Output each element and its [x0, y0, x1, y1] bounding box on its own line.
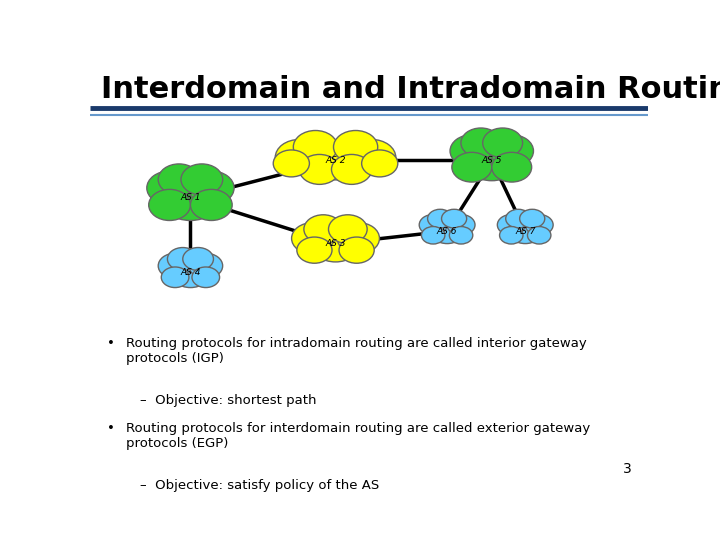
Text: –  Objective: satisfy policy of the AS: – Objective: satisfy policy of the AS — [140, 478, 379, 491]
Text: AS 2: AS 2 — [325, 156, 346, 165]
Text: AS 6: AS 6 — [437, 227, 457, 235]
Text: •: • — [107, 337, 114, 350]
Circle shape — [482, 128, 523, 158]
Circle shape — [450, 135, 494, 167]
Circle shape — [161, 267, 189, 288]
Circle shape — [171, 258, 210, 288]
Circle shape — [492, 152, 531, 182]
Circle shape — [526, 214, 553, 235]
Circle shape — [149, 190, 191, 220]
Circle shape — [310, 141, 361, 180]
Circle shape — [361, 150, 397, 177]
Circle shape — [337, 222, 379, 254]
Circle shape — [274, 150, 310, 177]
Circle shape — [333, 131, 378, 164]
Circle shape — [528, 227, 551, 244]
Circle shape — [190, 190, 232, 220]
Circle shape — [158, 253, 192, 279]
Circle shape — [447, 214, 475, 235]
Circle shape — [189, 253, 222, 279]
Circle shape — [189, 171, 234, 205]
Circle shape — [292, 222, 334, 254]
Circle shape — [498, 214, 526, 235]
Circle shape — [421, 227, 445, 244]
Circle shape — [147, 171, 192, 205]
Text: Routing protocols for intradomain routing are called interior gateway
protocols : Routing protocols for intradomain routin… — [126, 337, 587, 365]
Text: •: • — [107, 422, 114, 435]
Circle shape — [348, 139, 396, 176]
Circle shape — [461, 128, 501, 158]
Circle shape — [300, 154, 340, 184]
Circle shape — [419, 214, 447, 235]
Circle shape — [311, 225, 360, 262]
Text: –  Objective: shortest path: – Objective: shortest path — [140, 394, 317, 407]
Text: AS 7: AS 7 — [515, 227, 536, 235]
Text: AS 1: AS 1 — [180, 193, 201, 202]
Text: AS 3: AS 3 — [325, 239, 346, 248]
Circle shape — [508, 219, 542, 244]
Circle shape — [490, 135, 534, 167]
Circle shape — [293, 131, 338, 164]
Circle shape — [452, 152, 492, 182]
Circle shape — [297, 237, 332, 263]
Circle shape — [428, 210, 453, 228]
Text: AS 5: AS 5 — [482, 156, 502, 165]
Circle shape — [328, 215, 367, 244]
Circle shape — [331, 154, 372, 184]
Circle shape — [464, 140, 519, 181]
Circle shape — [304, 215, 343, 244]
Circle shape — [339, 237, 374, 263]
Text: 3: 3 — [623, 462, 631, 476]
Circle shape — [192, 267, 220, 288]
Text: Routing protocols for interdomain routing are called exterior gateway
protocols : Routing protocols for interdomain routin… — [126, 422, 590, 450]
Circle shape — [500, 227, 523, 244]
Circle shape — [275, 139, 323, 176]
Circle shape — [505, 210, 531, 228]
Circle shape — [160, 176, 221, 220]
Circle shape — [181, 164, 222, 195]
Circle shape — [441, 210, 467, 228]
Circle shape — [431, 219, 464, 244]
Text: Interdomain and Intradomain Routing: Interdomain and Intradomain Routing — [101, 75, 720, 104]
Text: AS 4: AS 4 — [180, 268, 201, 277]
Circle shape — [168, 247, 198, 271]
Circle shape — [158, 164, 200, 195]
Circle shape — [183, 247, 213, 271]
Circle shape — [520, 210, 545, 228]
Circle shape — [449, 227, 473, 244]
